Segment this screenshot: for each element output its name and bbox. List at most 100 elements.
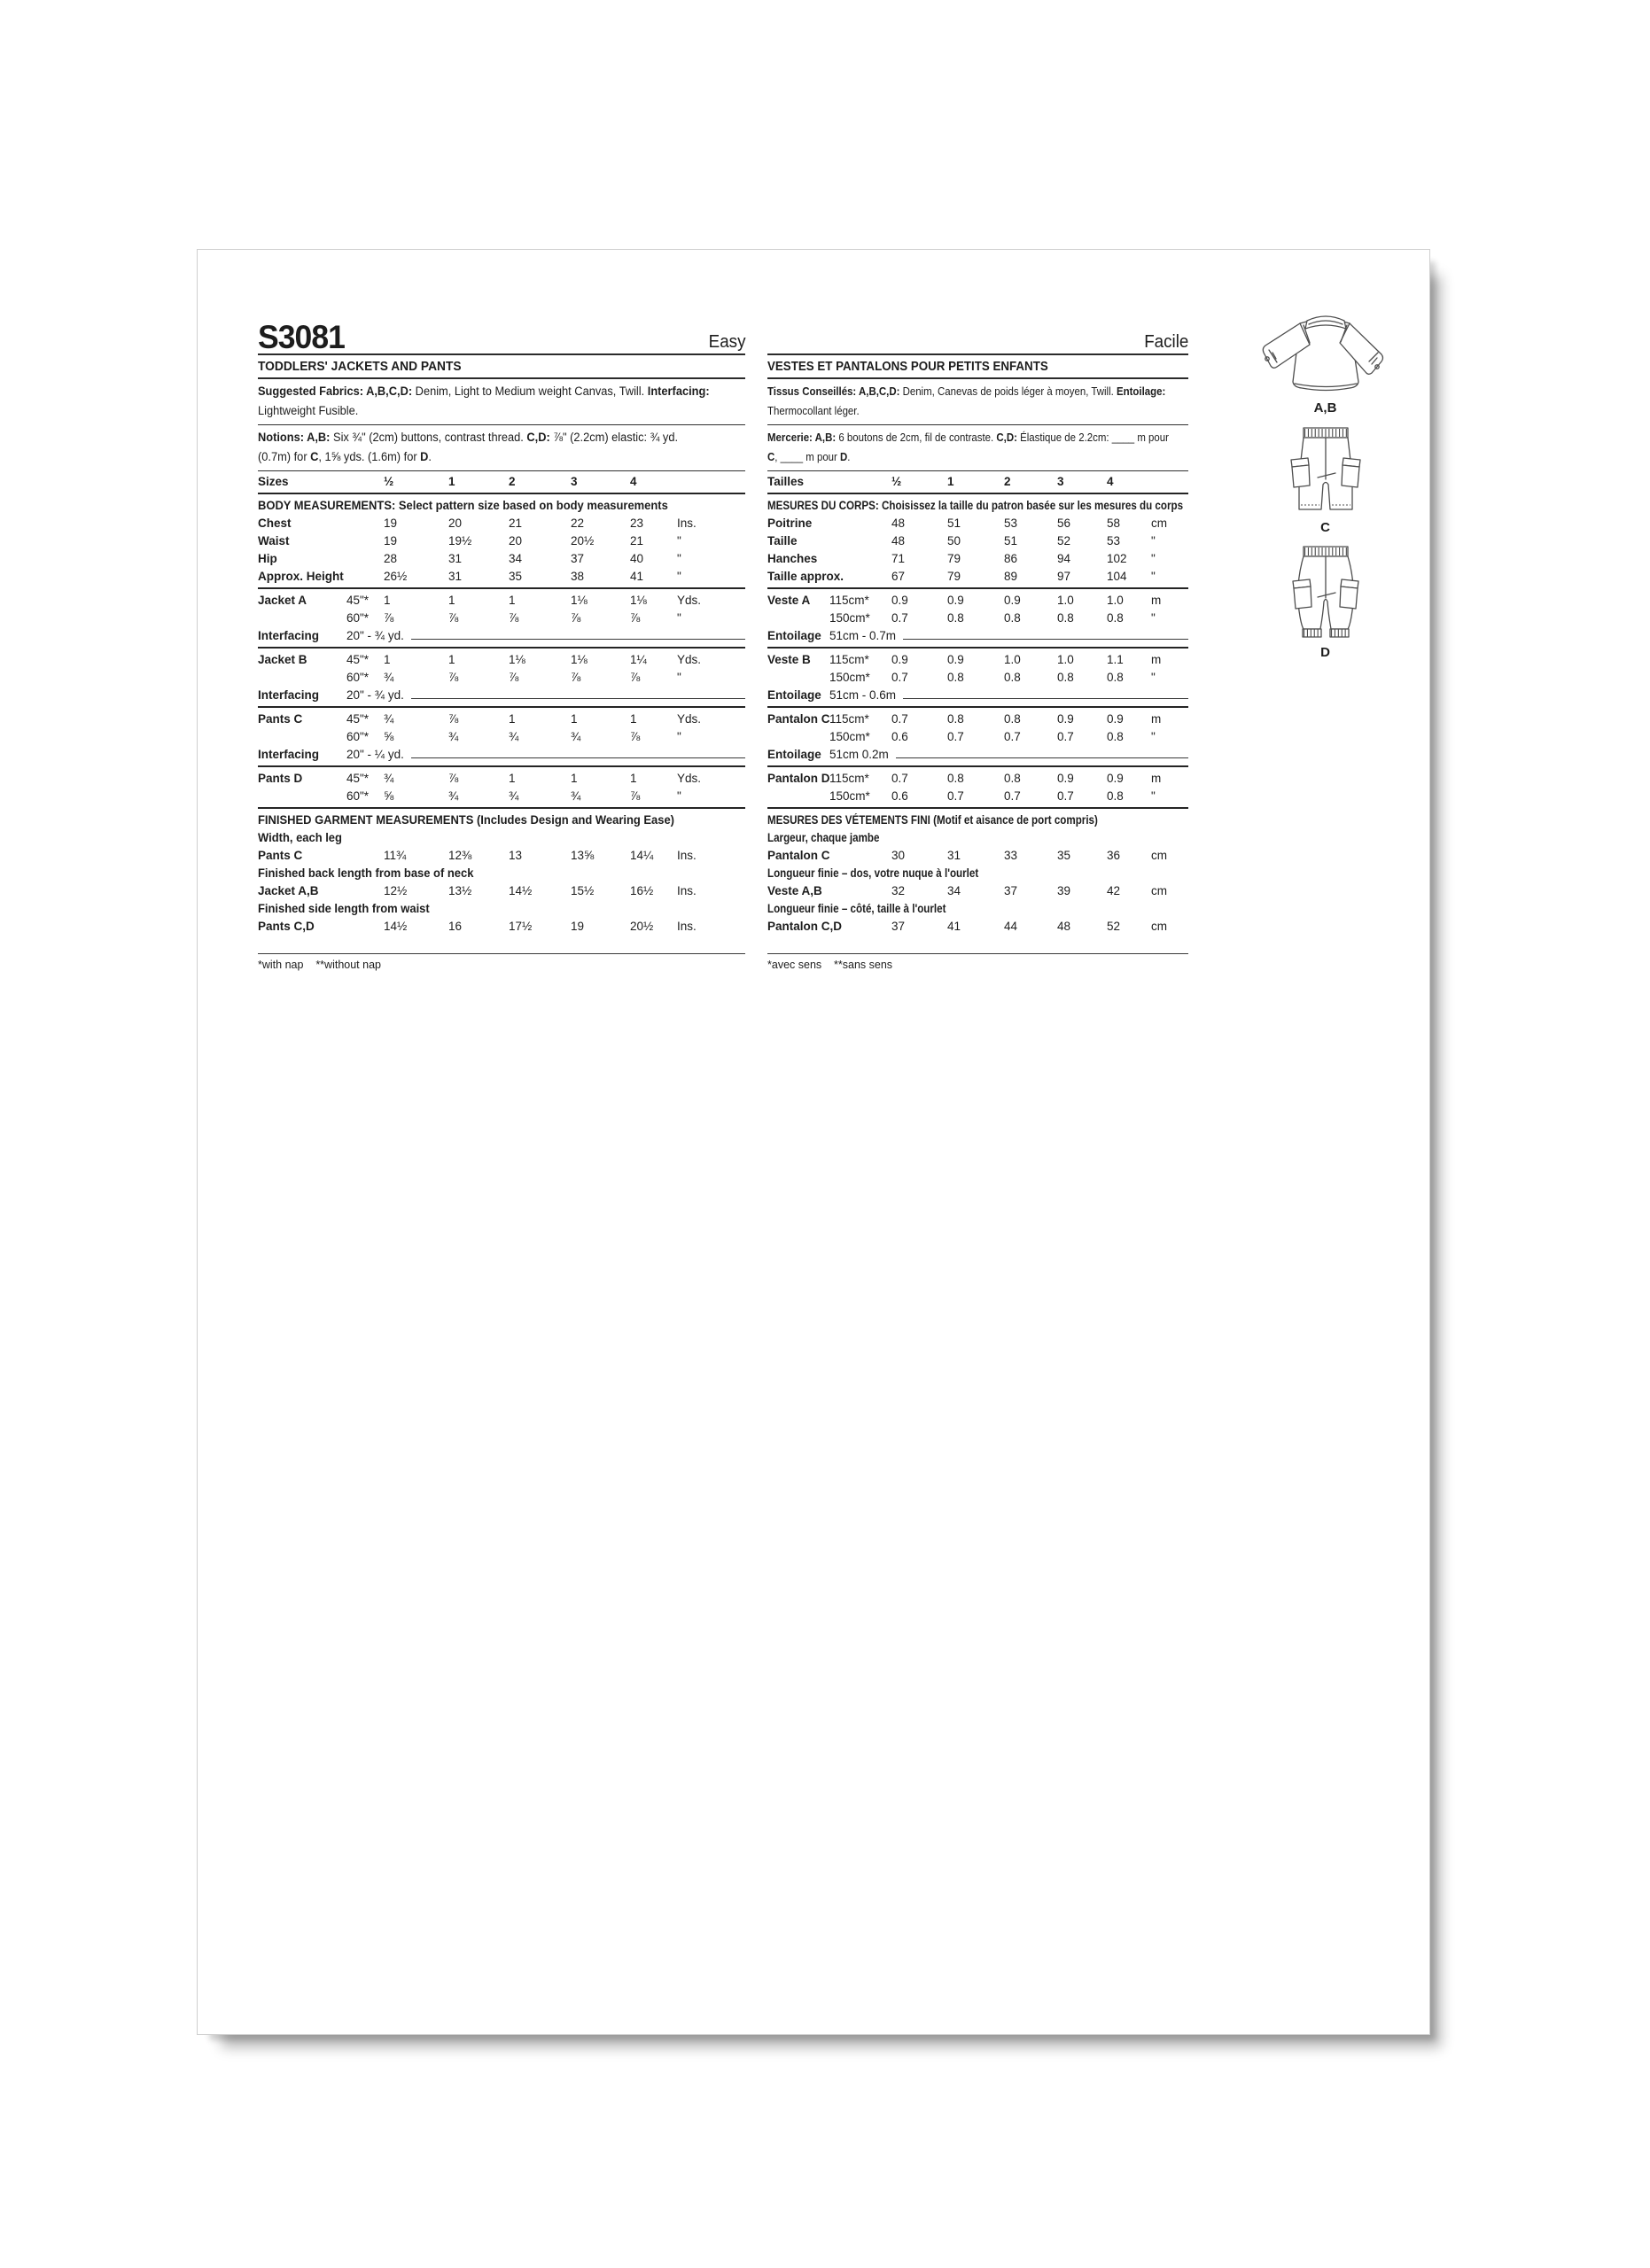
notions-paragraph-en: Notions: A,B: Six ¾" (2cm) buttons, cont… (258, 425, 745, 471)
cell: 52 (1057, 534, 1071, 548)
cell: 1.0 (1107, 594, 1124, 607)
table-row: Pants D 45"* ¾ ⅞ 1 1 1 Yds. (258, 770, 745, 788)
cell: 0.8 (1004, 772, 1021, 785)
section-divider (767, 647, 1188, 649)
cell: ⅝ (384, 789, 394, 803)
table-row: Jacket A 45"* 1 1 1 1⅛ 1⅛ Yds. (258, 592, 745, 610)
cell: 19 (384, 534, 398, 548)
french-header: Facile (767, 312, 1188, 355)
row-label: Interfacing (258, 629, 320, 642)
section-divider (767, 706, 1188, 708)
cell: 60"* (346, 789, 370, 803)
cell: 115cm* (829, 712, 869, 726)
cell: 45"* (346, 712, 370, 726)
cell: 1.0 (1057, 594, 1074, 607)
row-label: Pantalon C (767, 849, 830, 862)
cell: 1 (630, 712, 637, 726)
cell: 53 (1004, 517, 1018, 530)
table-row: Veste A,B 32 34 37 39 42 cm (767, 882, 1188, 900)
cell: 35 (1057, 849, 1071, 862)
notions-paragraph-fr: Mercerie: A,B: 6 boutons de 2cm, fil de … (767, 425, 1188, 471)
cell: 52 (1107, 920, 1121, 933)
spacer (258, 936, 745, 946)
cell: 17½ (509, 920, 533, 933)
section-heading: Longueur finie – dos, votre nuque à l'ou… (767, 866, 979, 880)
cell: 150cm* (829, 730, 870, 743)
table-row: 60"* ⅝ ¾ ¾ ¾ ⅞ " (258, 728, 745, 746)
row-label: Poitrine (767, 517, 813, 530)
cell: Yds. (677, 772, 702, 785)
row-label: Taille (767, 534, 798, 548)
cell: 1⅛ (509, 653, 525, 666)
section-heading: Finished back length from base of neck (258, 866, 474, 880)
cell: 150cm* (829, 671, 870, 684)
table-row: 150cm* 0.7 0.8 0.8 0.8 0.8 " (767, 610, 1188, 627)
cell: ⅞ (384, 611, 394, 625)
cell: 0.7 (891, 611, 908, 625)
cell: 19 (384, 517, 398, 530)
cell: 45"* (346, 594, 370, 607)
cell: m (1151, 772, 1162, 785)
cell: Yds. (677, 653, 702, 666)
cell: " (1151, 552, 1156, 565)
cell: 0.9 (1057, 712, 1074, 726)
paragraph-line: Suggested Fabrics: A,B,C,D: Denim, Light… (258, 384, 710, 398)
cell: ¾ (448, 730, 459, 743)
cell: 0.9 (1107, 712, 1124, 726)
cell: " (677, 789, 681, 803)
cell: 86 (1004, 552, 1018, 565)
table-row: Hanches 71 79 86 94 102 " (767, 550, 1188, 568)
table-row: Jacket B 45"* 1 1 1⅛ 1⅛ 1¼ Yds. (258, 651, 745, 669)
cell: 1 (509, 712, 516, 726)
cell: ½ (384, 475, 394, 488)
cell: 37 (571, 552, 585, 565)
note-trailing-rule (410, 757, 745, 758)
paragraph-line: C, ____ m pour D. (767, 450, 851, 463)
section-divider (258, 765, 745, 767)
note-text: 51cm 0.2m (829, 748, 889, 761)
cell: 31 (448, 570, 463, 583)
table-row: Chest 19 20 21 22 23 Ins. (258, 515, 745, 532)
cell: 0.9 (947, 653, 964, 666)
cell: 97 (1057, 570, 1071, 583)
cell: ⅞ (571, 611, 581, 625)
cell: 94 (1057, 552, 1071, 565)
section-divider (767, 765, 1188, 767)
fabrics-paragraph-fr: Tissus Conseillés: A,B,C,D: Denim, Canev… (767, 379, 1188, 425)
cell: Ins. (677, 517, 697, 530)
cell: 0.7 (891, 671, 908, 684)
cell: 0.9 (1107, 772, 1124, 785)
row-label: Veste B (767, 653, 811, 666)
cell: 0.7 (891, 712, 908, 726)
section-divider (258, 493, 745, 494)
cell: 0.8 (1004, 611, 1021, 625)
table-row: Pantalon D 115cm* 0.7 0.8 0.8 0.9 0.9 m (767, 770, 1188, 788)
cell: 1 (571, 772, 578, 785)
cell: 0.9 (1004, 594, 1021, 607)
row-label: Interfacing (258, 688, 320, 702)
table-row: 150cm* 0.7 0.8 0.8 0.8 0.8 " (767, 669, 1188, 687)
table-row: Hip 28 31 34 37 40 " (258, 550, 745, 568)
cell: 38 (571, 570, 585, 583)
footnote: *with nap **without nap (258, 959, 381, 971)
pants-d-illustration (1291, 546, 1359, 638)
cell: 1¼ (630, 653, 647, 666)
cell: 14¼ (630, 849, 654, 862)
cell: 1 (947, 475, 954, 488)
cell: 0.8 (947, 671, 964, 684)
table-row: 150cm* 0.6 0.7 0.7 0.7 0.8 " (767, 728, 1188, 746)
cell: 35 (509, 570, 523, 583)
cell: 48 (1057, 920, 1071, 933)
cell: 1 (509, 594, 516, 607)
row-label: Pants D (258, 772, 303, 785)
row-label: Pants C (258, 712, 303, 726)
cell: " (1151, 730, 1156, 743)
cell: 45"* (346, 772, 370, 785)
cell: 104 (1107, 570, 1127, 583)
spacer (767, 936, 1188, 946)
table-row: 150cm* 0.6 0.7 0.7 0.7 0.8 " (767, 788, 1188, 805)
cell: ¾ (448, 789, 459, 803)
row-label: Entoilage (767, 688, 821, 702)
cell: 0.9 (891, 653, 908, 666)
cell: " (1151, 671, 1156, 684)
